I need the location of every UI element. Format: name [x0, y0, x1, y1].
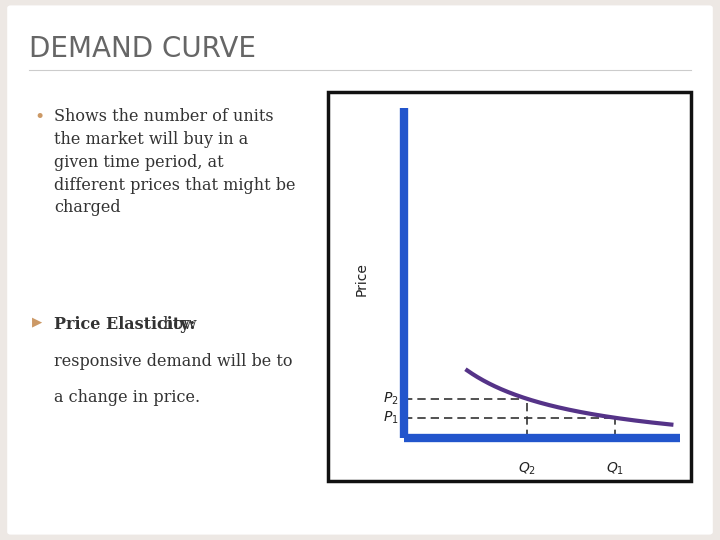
- Text: ▶: ▶: [32, 316, 42, 329]
- Text: DEMAND CURVE: DEMAND CURVE: [29, 35, 256, 63]
- Text: responsive demand will be to: responsive demand will be to: [54, 353, 292, 369]
- Text: $P_1$: $P_1$: [383, 409, 398, 426]
- Bar: [328, 92, 691, 481]
- Text: Price: Price: [354, 262, 369, 295]
- Text: a change in price.: a change in price.: [54, 389, 200, 406]
- Text: •: •: [35, 108, 45, 126]
- Text: $Q_1$: $Q_1$: [606, 461, 624, 477]
- Text: $Q_2$: $Q_2$: [518, 461, 536, 477]
- Text: Price Elasticity:: Price Elasticity:: [54, 316, 195, 333]
- Text: Shows the number of units
the market will buy in a
given time period, at
differe: Shows the number of units the market wil…: [54, 108, 295, 217]
- Text: $P_2$: $P_2$: [383, 390, 398, 407]
- Text: how: how: [158, 316, 197, 333]
- FancyBboxPatch shape: [7, 5, 713, 535]
